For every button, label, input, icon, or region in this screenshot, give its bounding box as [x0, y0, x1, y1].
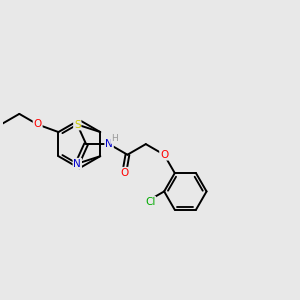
Text: O: O	[34, 119, 42, 130]
Text: S: S	[74, 120, 81, 130]
Text: O: O	[120, 168, 128, 178]
Text: Cl: Cl	[145, 197, 155, 207]
Text: N: N	[105, 139, 113, 149]
Text: N: N	[74, 159, 81, 169]
Text: H: H	[111, 134, 118, 143]
Text: O: O	[160, 150, 168, 160]
